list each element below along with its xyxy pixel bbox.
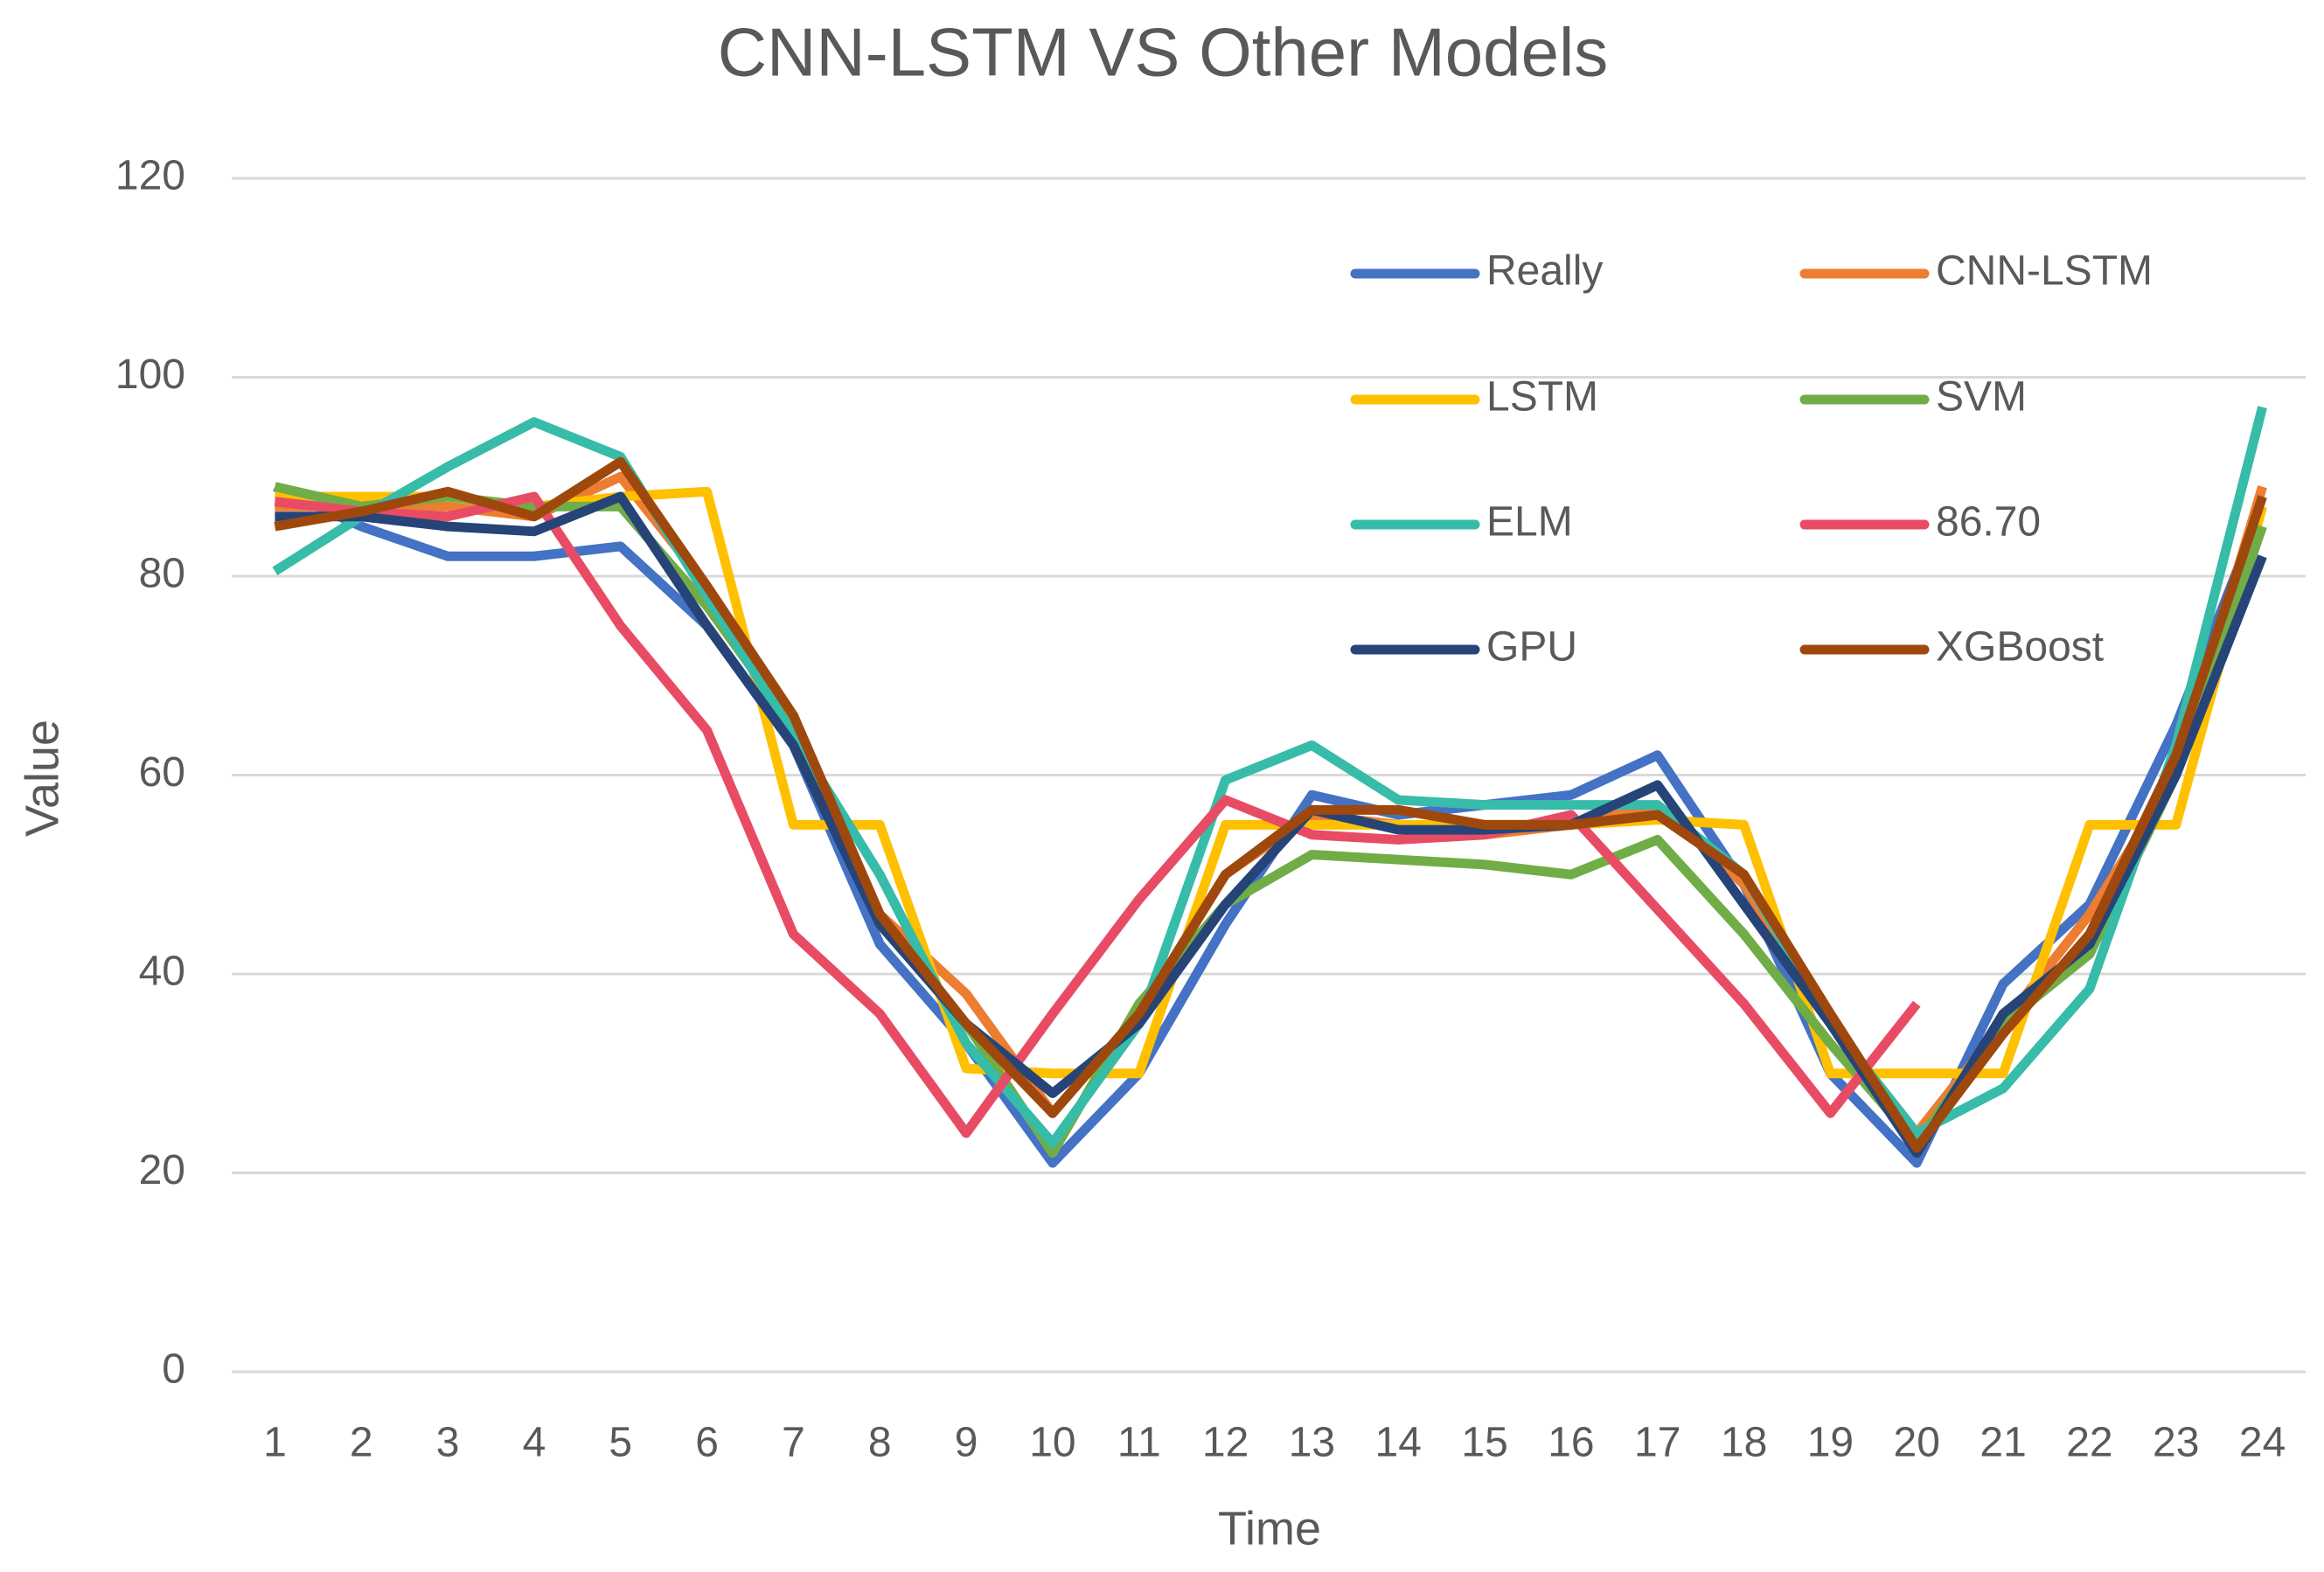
x-tick-label: 24: [2239, 1420, 2286, 1466]
y-tick-label: 100: [115, 351, 185, 398]
x-tick-label: 21: [1980, 1420, 2026, 1466]
legend-label: 86.70: [1936, 499, 2041, 546]
x-tick-label: 18: [1721, 1420, 1767, 1466]
legend-label: CNN-LSTM: [1936, 248, 2153, 295]
x-tick-label: 16: [1548, 1420, 1594, 1466]
legend-label: GPU: [1486, 624, 1577, 671]
x-tick-label: 6: [695, 1420, 719, 1466]
series-line: [274, 491, 1921, 1138]
x-tick-label: 13: [1289, 1420, 1335, 1466]
x-tick-label: 12: [1202, 1420, 1249, 1466]
chart-title: CNN-LSTM VS Other Models: [718, 14, 1609, 91]
series-line: [274, 456, 2267, 1153]
y-tick-label: 60: [139, 749, 185, 796]
x-tick-label: 8: [868, 1420, 892, 1466]
x-tick-label: 3: [436, 1420, 460, 1466]
x-tick-label: 19: [1807, 1420, 1854, 1466]
x-tick-label: 9: [955, 1420, 978, 1466]
x-tick-label: 11: [1117, 1420, 1161, 1466]
legend-label: XGBoost: [1936, 624, 2104, 671]
y-tick-label: 40: [139, 949, 185, 995]
x-tick-label: 22: [2066, 1420, 2112, 1466]
x-tick-label: 7: [782, 1420, 805, 1466]
legend-label: LSTM: [1486, 374, 1598, 421]
x-axis-title: Time: [1218, 1502, 1321, 1555]
x-tick-label: 1: [263, 1420, 287, 1466]
x-tick-label: 14: [1375, 1420, 1422, 1466]
x-tick-label: 17: [1634, 1420, 1680, 1466]
legend-label: ELM: [1486, 499, 1573, 546]
y-tick-label: 0: [162, 1346, 185, 1393]
y-tick-label: 20: [139, 1147, 185, 1193]
y-tick-label: 120: [115, 153, 185, 199]
x-tick-label: 15: [1461, 1420, 1507, 1466]
legend-label: Really: [1486, 248, 1603, 295]
x-tick-label: 10: [1029, 1420, 1075, 1466]
x-tick-label: 2: [350, 1420, 373, 1466]
y-tick-label: 80: [139, 551, 185, 597]
x-tick-label: 20: [1894, 1420, 1940, 1466]
legend-label: SVM: [1936, 374, 2027, 421]
x-tick-label: 23: [2153, 1420, 2199, 1466]
x-tick-label: 5: [609, 1420, 632, 1466]
x-tick-label: 4: [523, 1420, 546, 1466]
y-axis-title: Value: [16, 720, 68, 837]
